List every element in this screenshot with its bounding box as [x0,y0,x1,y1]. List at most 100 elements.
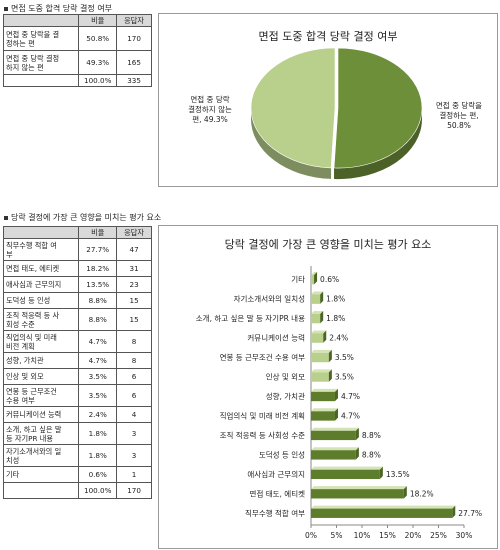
data-label: 27.7% [458,509,482,518]
row-ratio: 4.7% [78,330,118,353]
table-row: 애사심과 근무의지 13.5% 23 [2,276,152,293]
bar [311,508,453,518]
pie-slice-label: 면접 중 당락 결정하지 않는 편, 49.3% [188,94,232,124]
table-row: 조직 적응력 등 사 회성 수준 8.8% 15 [2,308,152,331]
section1-title: 면접 도중 합격 당락 결정 여부 [4,3,112,14]
bar-side [452,505,456,518]
data-label: 1.8% [326,295,345,304]
table-row: 직업의식 및 미래 비전 계획 4.7% 8 [2,330,152,353]
row-ratio: 13.5% [78,276,118,293]
row-ratio: 8.8% [78,292,118,309]
category-label: 자기소개서와의 일치성 [234,294,305,304]
table-row: 면접 태도, 에티켓 18.2% 31 [2,260,152,277]
row-ratio: 8.8% [78,308,118,331]
bar [311,450,356,460]
row-ratio: 27.7% [78,238,118,261]
bar-side [314,272,318,285]
row-count: 15 [116,292,152,309]
row-label: 애사심과 근무의지 [2,276,80,293]
bar-top [311,427,359,431]
table-header-cell: 응답자 [116,226,152,239]
row-ratio: 2.4% [78,406,118,423]
pie-slice [333,47,423,169]
table-row: 도덕성 등 인성 8.8% 15 [2,292,152,309]
bar-side [355,427,359,441]
row-count: 4 [116,406,152,423]
bar-chart-title: 당락 결정에 가장 큰 영향을 미치는 평가 요소 [224,238,432,251]
data-label: 18.2% [410,489,434,498]
table-row: 커뮤니케이션 능력 2.4% 4 [2,406,152,423]
bar-top [311,466,383,470]
row-label [2,74,80,87]
row-label: 자기소개서와의 일 치성 [2,444,80,467]
table-row: 기타 0.6% 1 [2,466,152,483]
row-ratio: 100.0% [78,482,118,499]
row-label: 면접 태도, 에티켓 [2,260,80,277]
bar-top [311,349,332,353]
category-label: 애사심과 근무의지 [247,469,305,479]
row-ratio: 18.2% [78,260,118,277]
table-row: 100.0% 335 [2,74,152,87]
data-label: 0.6% [320,275,339,284]
row-label: 면접 중 당락을 결 정하는 편 [2,26,80,51]
category-label: 조직 적응력 등 사회성 수준 [220,430,306,440]
row-count: 31 [116,260,152,277]
x-tick-label: 20% [405,531,422,540]
row-count: 15 [116,308,152,331]
category-label: 면접 태도, 에티켓 [250,488,306,498]
table-row: 100.0% 170 [2,482,152,499]
row-count: 8 [116,330,152,353]
bar-side [328,349,332,363]
row-ratio: 4.7% [78,352,118,369]
bar-side [403,486,407,499]
factor-table: 비율 응답자 직무수행 적합 여 부 27.7% 47 면접 태도, 에티켓 18.2% 31 애… [2,226,152,499]
bar-side [323,330,327,343]
row-label: 기타 [2,466,80,483]
category-label: 직무수행 적합 여부 [245,508,305,518]
row-label: 커뮤니케이션 능력 [2,406,80,423]
x-tick-label: 25% [430,531,447,540]
row-label: 직업의식 및 미래 비전 계획 [2,330,80,353]
category-label: 연봉 등 근무조건 수용 여부 [220,352,306,362]
section2-title: 당락 결정에 가장 큰 영향을 미치는 평가 요소 [4,212,161,223]
bar-side [320,291,324,304]
row-ratio: 100.0% [78,74,118,87]
bar [311,411,335,421]
row-label: 연봉 등 근무조건 수용 여부 [2,384,80,407]
x-tick-label: 10% [354,531,371,540]
data-label: 8.8% [362,450,381,459]
bar [311,275,315,285]
bar-chart-panel: 당락 결정에 가장 큰 영향을 미치는 평가 요소 0% 5% 10% 15% 20% 2… [158,225,498,549]
row-label: 도덕성 등 인성 [2,292,80,309]
bar-side [320,310,324,324]
table-header-cell: 비율 [78,14,118,27]
table-row: 연봉 등 근무조건 수용 여부 3.5% 6 [2,384,152,407]
table-row: 성향, 가치관 4.7% 8 [2,352,152,369]
data-label: 8.8% [362,431,381,440]
table-row: 직무수행 적합 여 부 27.7% 47 [2,238,152,261]
x-tick-label: 0% [305,531,317,540]
row-ratio: 0.6% [78,466,118,483]
bar-side [355,447,359,460]
table-header-cell [2,14,80,27]
table-row: 인상 및 외모 3.5% 6 [2,368,152,385]
bar [311,294,321,304]
data-label: 13.5% [386,470,410,479]
row-count: 47 [116,238,152,261]
bar-top [311,291,324,295]
bar-top [311,486,407,490]
row-count: 6 [116,368,152,385]
bar-side [328,369,332,382]
bar [311,489,404,499]
data-label: 4.7% [341,411,360,420]
table-row: 자기소개서와의 일 치성 1.8% 3 [2,444,152,467]
row-ratio: 1.8% [78,444,118,467]
table-row: 면접 중 당락 결정 하지 않는 편 49.3% 165 [2,50,152,75]
bar [311,391,335,402]
pie-chart-title: 면접 도중 합격 당락 결정 여부 [258,30,398,43]
table-row: 면접 중 당락을 결 정하는 편 50.8% 170 [2,26,152,51]
row-count: 8 [116,352,152,369]
bar-top [311,272,318,276]
